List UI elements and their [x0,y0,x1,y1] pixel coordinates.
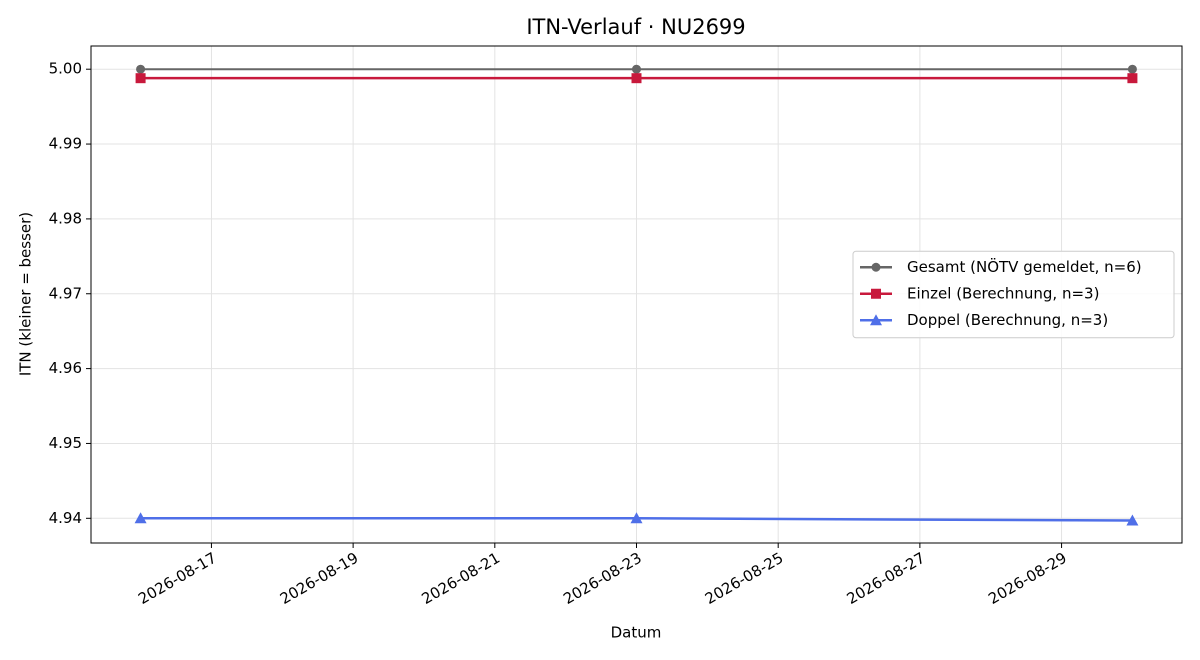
legend-marker [871,262,881,272]
legend-marker [871,288,881,299]
legend-marker [870,314,882,326]
legend-label: Doppel (Berechnung, n=3) [907,311,1108,329]
marker [1127,64,1137,74]
marker [1126,514,1139,526]
marker [630,512,643,524]
plot [134,64,1139,526]
y-tick-label: 5.00 [49,60,82,78]
y-tick-label: 4.97 [49,284,82,302]
y-tick-label: 4.94 [49,509,82,527]
marker [136,64,146,74]
marker [632,64,641,74]
y-tick-label: 4.95 [49,434,82,452]
marker [1127,73,1138,84]
y-axis-label: ITN (kleiner = besser) [17,212,35,376]
x-axis-label: Datum [611,624,662,642]
legend-label: Gesamt (NÖTV gemeldet, n=6) [907,257,1142,276]
y-tick-label: 4.99 [49,135,82,153]
marker [134,512,147,524]
legend-label: Einzel (Berechnung, n=3) [907,284,1099,302]
y-tick-label: 4.96 [49,359,82,377]
chart-title: ITN-Verlauf · NU2699 [526,15,745,39]
marker [631,73,642,84]
legend: Gesamt (NÖTV gemeldet, n=6) Einzel (Berec… [852,250,1175,339]
marker [135,73,146,84]
y-tick-label: 4.98 [49,209,82,227]
legend-box [852,250,1175,339]
